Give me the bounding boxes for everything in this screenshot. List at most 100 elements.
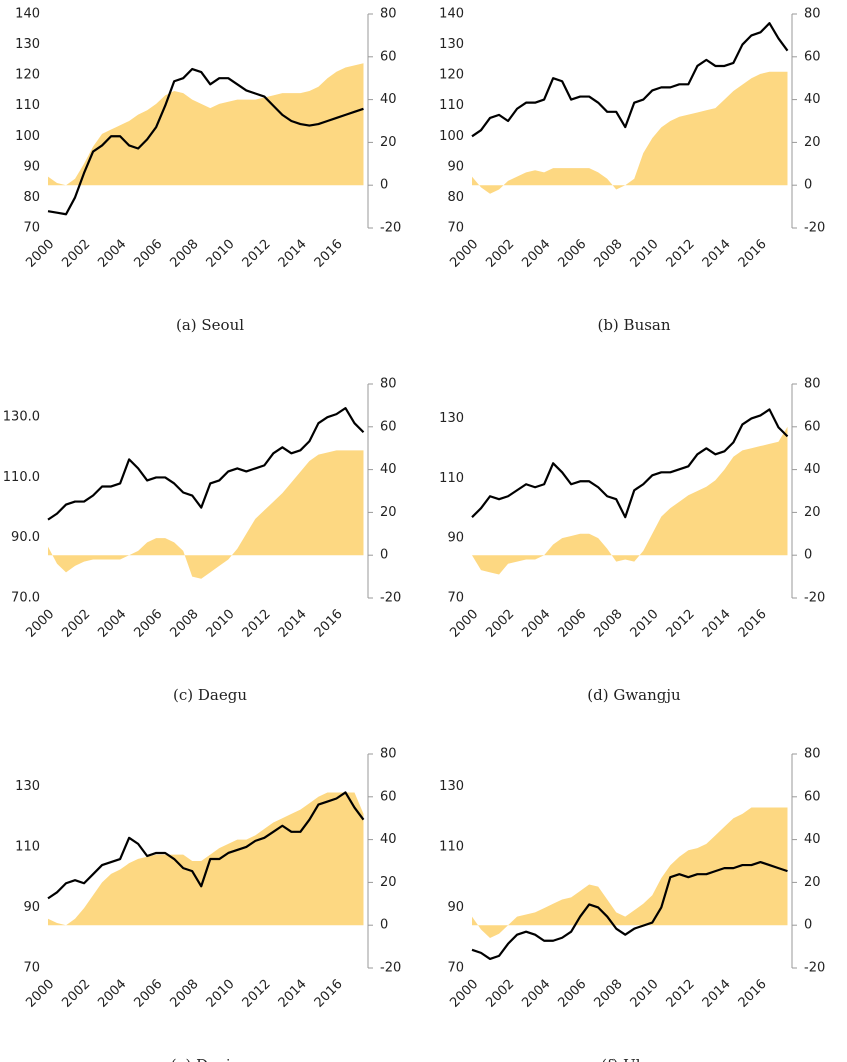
y-tick-label: 130 (439, 37, 464, 52)
y2-tick-label: 80 (804, 747, 821, 762)
y-tick-label: 130.0 (3, 410, 40, 425)
x-tick-label: 2006 (131, 607, 165, 641)
line (471, 408, 789, 519)
y2-tick-label: 60 (380, 419, 397, 434)
y-tick-label: 90 (447, 159, 464, 174)
x-tick-label: 2004 (519, 607, 553, 641)
y2-tick-label: 20 (380, 505, 397, 520)
y2-tick-label: -20 (804, 591, 825, 606)
y-tick-label: 100 (15, 129, 40, 144)
x-tick-label: 2016 (312, 977, 346, 1011)
y2-tick-label: 60 (804, 789, 821, 804)
x-tick-label: 2008 (168, 607, 202, 641)
y2-tick-label: 40 (804, 462, 821, 477)
x-tick-label: 2012 (240, 607, 274, 641)
y2-tick-label: 40 (804, 92, 821, 107)
line (471, 860, 788, 961)
x-tick-label: 2014 (276, 237, 310, 271)
y2-tick-label: 60 (804, 419, 821, 434)
x-tick-label: 2002 (59, 237, 93, 271)
y2-tick-label: 80 (380, 7, 397, 22)
x-tick-label: 2004 (519, 977, 553, 1011)
y-tick-label: 70 (23, 961, 40, 976)
y-tick-label: 140 (15, 7, 40, 22)
y2-tick-label: 20 (380, 875, 397, 890)
x-tick-label: 2010 (628, 977, 662, 1011)
x-tick-label: 2004 (519, 237, 553, 271)
y-tick-label: 90 (23, 900, 40, 915)
area (472, 426, 788, 575)
y-tick-label: 70 (447, 591, 464, 606)
x-tick-label: 2004 (95, 607, 129, 641)
x-tick-label: 2010 (204, 977, 238, 1011)
x-tick-label: 2012 (240, 237, 274, 271)
x-tick-label: 2010 (204, 237, 238, 271)
line (47, 67, 364, 216)
x-tick-label: 2014 (700, 237, 734, 271)
area (48, 792, 364, 926)
y-tick-label: 110 (439, 471, 464, 486)
y-tick-label: 110.0 (3, 470, 40, 485)
x-tick-label: 2004 (95, 977, 129, 1011)
y-tick-label: 80 (23, 190, 40, 205)
line (47, 407, 365, 521)
y2-tick-label: 40 (380, 92, 397, 107)
y2-tick-label: -20 (380, 591, 401, 606)
x-tick-label: 2002 (483, 237, 517, 271)
y2-tick-label: 40 (380, 832, 397, 847)
caption: (e) Daejon (171, 1056, 250, 1062)
y-tick-label: 110 (15, 98, 40, 113)
x-tick-label: 2012 (664, 237, 698, 271)
x-tick-label: 2000 (447, 607, 481, 641)
x-tick-label: 2002 (483, 607, 517, 641)
y2-tick-label: -20 (804, 221, 825, 236)
x-tick-label: 2006 (131, 237, 165, 271)
y-tick-label: 90 (447, 900, 464, 915)
y-tick-label: 70 (23, 221, 40, 236)
y-tick-label: 120 (15, 68, 40, 83)
x-tick-label: 2012 (664, 607, 698, 641)
x-tick-label: 2016 (312, 237, 346, 271)
y-tick-label: 80 (447, 190, 464, 205)
area (48, 63, 364, 186)
caption: (a) Seoul (176, 316, 244, 334)
y-tick-label: 100 (439, 129, 464, 144)
y2-tick-label: 60 (380, 49, 397, 64)
y-tick-label: 120 (439, 68, 464, 83)
area (48, 450, 364, 579)
y2-tick-label: 60 (380, 789, 397, 804)
x-tick-label: 2000 (447, 237, 481, 271)
x-tick-label: 2000 (447, 977, 481, 1011)
x-tick-label: 2014 (700, 607, 734, 641)
y-tick-label: 90.0 (11, 530, 40, 545)
x-tick-label: 2006 (131, 977, 165, 1011)
caption: (c) Daegu (173, 686, 247, 704)
x-tick-label: 2008 (592, 607, 626, 641)
x-tick-label: 2008 (592, 237, 626, 271)
x-tick-label: 2008 (168, 977, 202, 1011)
x-tick-label: 2010 (628, 237, 662, 271)
y-tick-label: 70.0 (11, 591, 40, 606)
y-tick-label: 130 (15, 779, 40, 794)
area (472, 807, 788, 939)
y2-tick-label: 0 (804, 178, 812, 193)
x-tick-label: 2014 (700, 977, 734, 1011)
x-tick-label: 2014 (276, 977, 310, 1011)
y-tick-label: 90 (23, 159, 40, 174)
x-tick-label: 2016 (736, 607, 770, 641)
line (47, 791, 365, 900)
x-tick-label: 2000 (23, 977, 57, 1011)
x-tick-label: 2006 (555, 607, 589, 641)
x-tick-label: 2016 (736, 237, 770, 271)
y2-tick-label: 20 (804, 875, 821, 890)
y2-tick-label: 20 (804, 505, 821, 520)
y2-tick-label: 0 (380, 918, 388, 933)
y2-tick-label: -20 (380, 221, 401, 236)
x-tick-label: 2016 (312, 607, 346, 641)
y-tick-label: 110 (439, 839, 464, 854)
x-tick-label: 2014 (276, 607, 310, 641)
y2-tick-label: 40 (380, 462, 397, 477)
y2-tick-label: 0 (380, 548, 388, 563)
x-tick-label: 2006 (555, 977, 589, 1011)
x-tick-label: 2002 (59, 607, 93, 641)
